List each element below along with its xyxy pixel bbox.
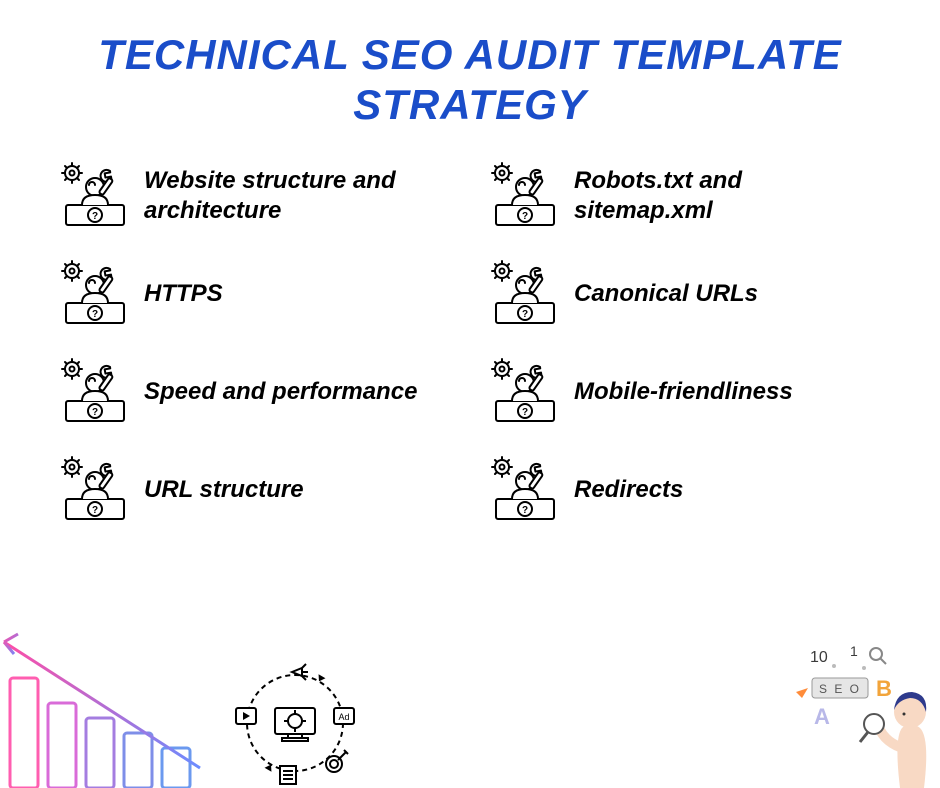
left-column: ? Website structure and architecture ? [60, 161, 450, 525]
item-label: Website structure and architecture [144, 166, 450, 226]
item-label: Canonical URLs [574, 279, 758, 309]
helpdesk-icon: ? [60, 357, 130, 427]
declining-bar-chart-icon [0, 628, 220, 788]
items-columns: ? Website structure and architecture ? [0, 141, 940, 525]
svg-text:?: ? [522, 407, 528, 418]
num-10: 10 [810, 649, 828, 666]
svg-text:?: ? [92, 407, 98, 418]
svg-text:Ad: Ad [338, 712, 349, 722]
svg-text:?: ? [522, 505, 528, 516]
list-item: ? Website structure and architecture [60, 161, 450, 231]
svg-text:?: ? [522, 309, 528, 320]
svg-text:?: ? [92, 309, 98, 320]
svg-text:?: ? [92, 211, 98, 222]
svg-text:?: ? [522, 211, 528, 222]
list-item: ? Canonical URLs [490, 259, 880, 329]
item-label: Robots.txt and sitemap.xml [574, 166, 880, 226]
svg-text:B: B [876, 676, 892, 701]
list-item: ? Speed and performance [60, 357, 450, 427]
page-title: TECHNICAL SEO AUDIT TEMPLATE STRATEGY [0, 0, 940, 141]
item-label: Redirects [574, 475, 683, 505]
svg-text:1: 1 [850, 643, 858, 659]
helpdesk-icon: ? [60, 161, 130, 231]
svg-text:S E O: S E O [819, 682, 861, 696]
list-item: ? Redirects [490, 455, 880, 525]
helpdesk-icon: ? [60, 259, 130, 329]
seo-researcher-icon: 10 1 S E O B A [790, 638, 940, 788]
helpdesk-icon: ? [60, 455, 130, 525]
list-item: ? HTTPS [60, 259, 450, 329]
item-label: URL structure [144, 475, 304, 505]
item-label: Mobile-friendliness [574, 377, 793, 407]
item-label: Speed and performance [144, 377, 417, 407]
right-column: ? Robots.txt and sitemap.xml ? [490, 161, 880, 525]
item-label: HTTPS [144, 279, 223, 309]
helpdesk-icon: ? [490, 357, 560, 427]
helpdesk-icon: ? [490, 455, 560, 525]
list-item: ? Mobile-friendliness [490, 357, 880, 427]
helpdesk-icon: ? [490, 259, 560, 329]
svg-text:A: A [814, 704, 830, 729]
list-item: ? URL structure [60, 455, 450, 525]
svg-text:?: ? [92, 505, 98, 516]
list-item: ? Robots.txt and sitemap.xml [490, 161, 880, 231]
digital-marketing-circle-icon: Ad [230, 658, 360, 788]
helpdesk-icon: ? [490, 161, 560, 231]
